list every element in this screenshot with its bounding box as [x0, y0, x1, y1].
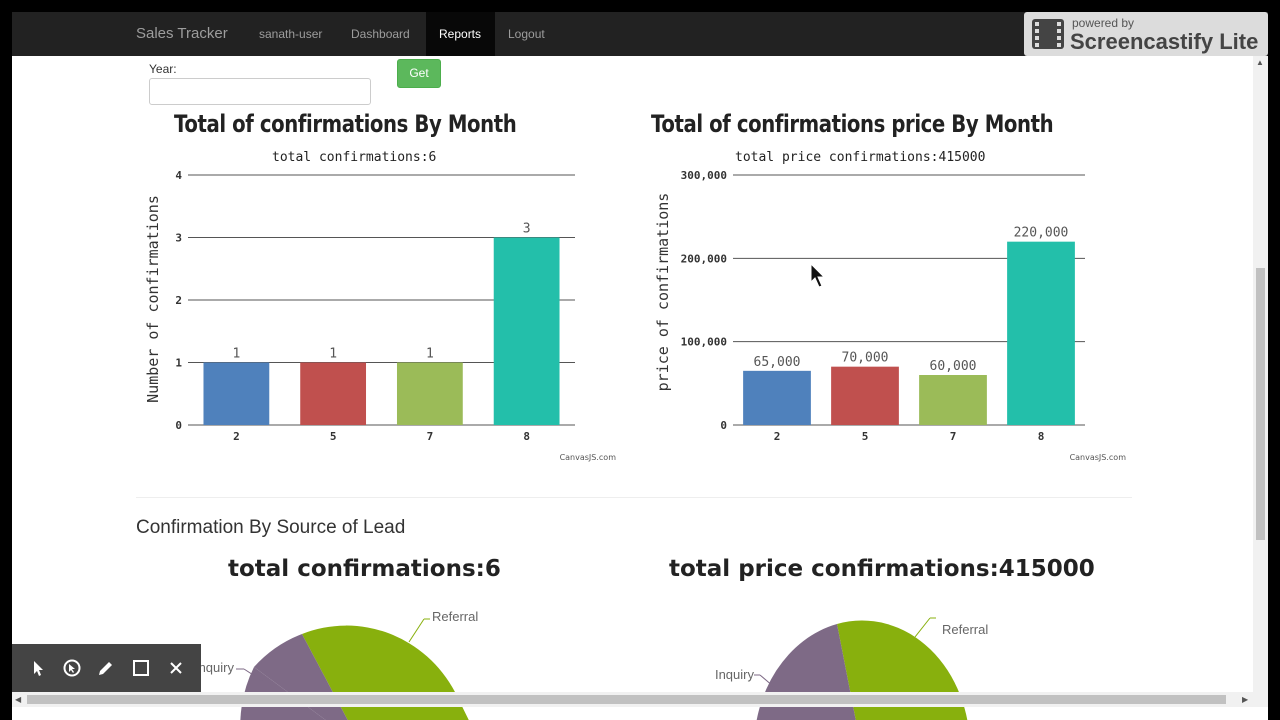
bar-5[interactable] [300, 362, 367, 426]
pie-label-inquiry: Inquiry [195, 660, 235, 675]
count-pie-title: total confirmations:6 [228, 556, 501, 582]
y-tick-label: 1 [175, 357, 182, 370]
screencastify-watermark: powered by Screencastify Lite [1024, 12, 1268, 56]
pie-label-referral: Referral [432, 609, 478, 624]
x-tick-label: 5 [330, 430, 337, 443]
nav-reports[interactable]: Reports [426, 12, 495, 56]
x-tick-label: 8 [523, 430, 530, 443]
nav-reports-label: Reports [439, 27, 482, 41]
price-chart-credit[interactable]: CanvasJS.com [1070, 453, 1127, 462]
bar-8[interactable] [1007, 241, 1075, 425]
data-label: 1 [329, 347, 337, 362]
nav-dashboard[interactable]: Dashboard [351, 27, 410, 41]
close-icon[interactable] [166, 658, 186, 678]
brand-link[interactable]: Sales Tracker [136, 25, 228, 42]
x-tick-label: 7 [950, 430, 957, 443]
data-label: 220,000 [1014, 226, 1069, 241]
bar-8[interactable] [493, 237, 560, 426]
data-label: 3 [523, 222, 531, 237]
price-pie-chart: Referral Inquiry [715, 617, 988, 720]
nav-logout[interactable]: Logout [508, 27, 545, 41]
year-label: Year: [149, 62, 177, 76]
data-label: 1 [232, 347, 240, 362]
vertical-scrollbar[interactable]: ▲ [1253, 56, 1268, 692]
bar-7[interactable] [919, 375, 987, 425]
count-chart-credit[interactable]: CanvasJS.com [560, 453, 617, 462]
scroll-left-icon[interactable]: ◀ [15, 695, 22, 704]
x-tick-label: 8 [1038, 430, 1045, 443]
year-input[interactable] [149, 78, 371, 105]
data-label: 65,000 [754, 355, 801, 370]
navbar: Sales Tracker sanath-user Dashboard Repo… [12, 12, 1268, 56]
y-tick-label: 0 [720, 419, 727, 432]
y-tick-label: 3 [175, 232, 182, 245]
watermark-top: powered by [1072, 16, 1135, 30]
y-tick-label: 200,000 [681, 252, 727, 265]
film-icon [1032, 19, 1064, 49]
pen-tool-icon[interactable] [96, 658, 116, 678]
bar-2[interactable] [743, 370, 811, 425]
count-bar-chart: 0 1 2 3 4 1 2 1 5 1 7 3 8 Number of confirmations Ca… [144, 169, 617, 462]
price-y-axis-label: price of confirmations [654, 193, 672, 392]
y-tick-label: 2 [175, 294, 182, 307]
pie-label-referral: Referral [942, 622, 988, 637]
screencast-toolbar [12, 644, 201, 692]
pointer-tool-icon[interactable] [28, 658, 48, 678]
price-chart-subtitle: total price confirmations:415000 [735, 150, 986, 165]
scroll-right-icon[interactable]: ▶ [1242, 695, 1249, 704]
focus-tool-icon[interactable] [62, 658, 82, 678]
x-tick-label: 5 [862, 430, 869, 443]
get-button[interactable]: Get [397, 59, 441, 88]
count-chart-title: Total of confirmations By Month [174, 110, 517, 138]
section-divider [136, 497, 1132, 498]
count-chart-subtitle: total confirmations:6 [272, 150, 437, 165]
mouse-cursor-icon [810, 262, 826, 288]
nav-user[interactable]: sanath-user [259, 27, 323, 41]
horizontal-scrollbar[interactable]: ◀ ▶ [12, 692, 1268, 707]
scroll-up-icon[interactable]: ▲ [1256, 58, 1264, 67]
pie-label-inquiry: Inquiry [715, 667, 755, 682]
browser-viewport: Sales Tracker sanath-user Dashboard Repo… [12, 12, 1268, 720]
y-tick-label: 4 [175, 169, 182, 182]
price-chart-title: Total of confirmations price By Month [651, 110, 1054, 138]
section-title: Confirmation By Source of Lead [136, 517, 406, 538]
x-tick-label: 2 [774, 430, 781, 443]
price-pie-title: total price confirmations:415000 [669, 556, 1095, 582]
watermark-main: Screencastify Lite [1070, 29, 1259, 54]
x-tick-label: 7 [427, 430, 434, 443]
y-tick-label: 300,000 [681, 169, 727, 182]
bar-5[interactable] [831, 366, 899, 425]
vertical-scroll-thumb[interactable] [1256, 268, 1265, 540]
y-tick-label: 100,000 [681, 336, 727, 349]
data-label: 70,000 [842, 351, 889, 366]
horizontal-scroll-thumb[interactable] [27, 695, 1226, 704]
data-label: 60,000 [930, 359, 977, 374]
rectangle-tool-icon[interactable] [131, 658, 151, 678]
y-tick-label: 0 [175, 419, 182, 432]
data-label: 1 [426, 347, 434, 362]
count-y-axis-label: Number of confirmations [144, 195, 162, 403]
bar-7[interactable] [396, 362, 463, 426]
x-tick-label: 2 [233, 430, 240, 443]
price-bar-chart: 0 100,000 200,000 300,000 65,000 2 70,000 5 60,0… [654, 169, 1127, 462]
count-pie-chart: Referral Inquiry [195, 609, 478, 720]
bar-2[interactable] [203, 362, 270, 426]
